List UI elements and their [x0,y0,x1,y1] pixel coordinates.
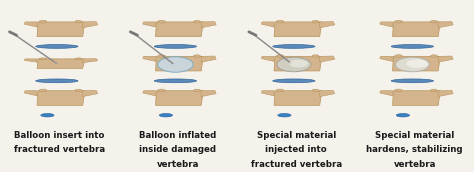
Text: Special material: Special material [375,131,455,140]
Polygon shape [155,56,203,71]
Polygon shape [392,91,440,105]
Ellipse shape [158,55,165,57]
Ellipse shape [158,89,165,92]
Polygon shape [37,91,85,105]
Ellipse shape [273,45,315,48]
Ellipse shape [75,20,82,23]
Text: injected into: injected into [265,145,327,154]
Polygon shape [274,91,322,105]
Polygon shape [380,56,392,61]
Text: vertebra: vertebra [156,160,199,169]
Text: Balloon insert into: Balloon insert into [14,131,104,140]
Ellipse shape [278,114,291,117]
Polygon shape [24,91,37,96]
Polygon shape [201,56,216,62]
Polygon shape [24,59,37,62]
Text: Special material: Special material [256,131,336,140]
Polygon shape [319,90,335,97]
Ellipse shape [289,60,308,68]
Polygon shape [143,91,155,96]
Ellipse shape [312,20,319,23]
Polygon shape [82,22,98,28]
Ellipse shape [406,59,428,68]
Polygon shape [438,90,453,97]
Polygon shape [392,56,440,71]
Ellipse shape [159,114,173,117]
Polygon shape [143,22,155,27]
Ellipse shape [41,114,54,117]
Text: fractured vertebra: fractured vertebra [14,145,105,154]
Ellipse shape [395,89,402,92]
Polygon shape [274,22,322,37]
Ellipse shape [312,89,319,92]
Polygon shape [37,59,85,68]
Ellipse shape [276,89,284,92]
Polygon shape [380,91,392,96]
Ellipse shape [39,58,47,60]
Polygon shape [155,91,203,105]
Ellipse shape [75,89,82,92]
Polygon shape [438,56,453,62]
Polygon shape [201,22,216,28]
Ellipse shape [193,89,201,92]
Ellipse shape [39,89,47,92]
Ellipse shape [193,55,201,57]
Text: vertebra: vertebra [393,160,436,169]
Ellipse shape [157,57,193,72]
Polygon shape [201,90,216,97]
Text: Balloon inflated: Balloon inflated [139,131,216,140]
Polygon shape [261,56,274,61]
Polygon shape [438,22,453,28]
Ellipse shape [396,114,410,117]
Polygon shape [274,56,322,71]
Ellipse shape [158,20,165,23]
Ellipse shape [395,20,402,23]
Ellipse shape [75,58,82,60]
Ellipse shape [276,20,284,23]
Ellipse shape [154,79,197,83]
Polygon shape [261,22,274,27]
Ellipse shape [430,55,438,57]
Polygon shape [319,22,335,28]
Ellipse shape [36,45,78,48]
Ellipse shape [193,20,201,23]
Ellipse shape [395,55,402,57]
Ellipse shape [430,20,438,23]
Polygon shape [392,22,440,37]
Ellipse shape [276,55,284,57]
Polygon shape [24,22,37,27]
Polygon shape [82,59,98,63]
Ellipse shape [430,89,438,92]
Ellipse shape [312,55,319,57]
Ellipse shape [36,79,78,83]
Ellipse shape [273,79,315,83]
Polygon shape [82,90,98,97]
Polygon shape [37,22,85,37]
Text: inside damaged: inside damaged [139,145,216,154]
Polygon shape [155,22,203,37]
Polygon shape [143,56,155,61]
Polygon shape [319,56,335,62]
Polygon shape [380,22,392,27]
Ellipse shape [391,79,434,83]
Ellipse shape [277,57,311,72]
Text: fractured vertebra: fractured vertebra [251,160,342,169]
Ellipse shape [154,45,197,48]
Ellipse shape [391,45,434,48]
Polygon shape [261,91,274,96]
Text: hardens, stabilizing: hardens, stabilizing [366,145,463,154]
Ellipse shape [39,20,47,23]
Ellipse shape [395,57,429,72]
